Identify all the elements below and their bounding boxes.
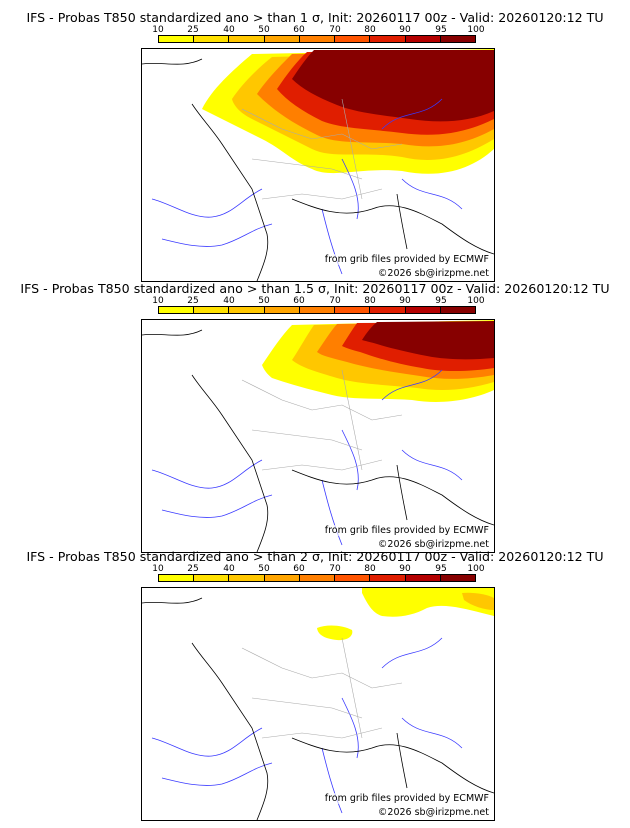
coastline <box>142 58 494 281</box>
scale-tick: 100 <box>467 564 485 574</box>
scale-tick: 95 <box>435 564 447 574</box>
swatch <box>370 575 406 581</box>
scale-tick: 70 <box>329 25 341 35</box>
map-canvas <box>142 320 494 552</box>
river <box>151 637 463 814</box>
scale-tick: 10 <box>152 296 164 306</box>
swatch <box>264 307 300 313</box>
swatch <box>335 36 371 42</box>
color-scale: 10 25 40 50 60 70 80 90 95 100 <box>152 564 485 584</box>
swatch <box>194 307 230 313</box>
scale-tick: 70 <box>329 296 341 306</box>
scale-ticks: 10 25 40 50 60 70 80 90 95 100 <box>152 296 484 306</box>
scale-tick: 70 <box>329 564 341 574</box>
scale-tick: 100 <box>467 296 485 306</box>
swatch <box>405 36 441 42</box>
river <box>151 98 463 275</box>
scale-tick: 40 <box>223 564 235 574</box>
scale-tick: 60 <box>293 25 305 35</box>
map-panel-2: IFS - Probas T850 standardized ano > tha… <box>0 281 630 553</box>
scale-tick: 80 <box>364 564 376 574</box>
prob-area <box>292 50 494 122</box>
scale-tick: 25 <box>187 296 199 306</box>
scale-tick: 40 <box>223 296 235 306</box>
swatch <box>335 575 371 581</box>
borders <box>241 637 403 739</box>
coastline <box>142 329 494 552</box>
swatch <box>370 36 406 42</box>
probability-map: from grib files provided by ECMWF ©2026 … <box>141 319 495 553</box>
swatch <box>405 307 441 313</box>
scale-tick: 60 <box>293 564 305 574</box>
scale-tick: 25 <box>187 25 199 35</box>
swatch <box>159 307 195 313</box>
scale-tick: 100 <box>467 25 485 35</box>
panel-title: IFS - Probas T850 standardized ano > tha… <box>26 549 604 564</box>
prob-area <box>317 625 353 641</box>
borders <box>241 98 403 200</box>
scale-tick: 95 <box>435 25 447 35</box>
swatch <box>194 575 230 581</box>
swatch <box>335 307 371 313</box>
swatch <box>370 307 406 313</box>
source-credit: from grib files provided by ECMWF <box>324 525 489 536</box>
swatch <box>440 575 475 581</box>
scale-tick: 25 <box>187 564 199 574</box>
map-panel-1: IFS - Probas T850 standardized ano > tha… <box>0 10 630 282</box>
scale-swatches <box>158 306 476 314</box>
swatch <box>229 307 265 313</box>
swatch <box>440 36 475 42</box>
color-scale: 10 25 40 50 60 70 80 90 95 100 <box>152 296 485 316</box>
panel-title: IFS - Probas T850 standardized ano > tha… <box>26 10 604 25</box>
borders <box>241 369 403 471</box>
map-panel-3: IFS - Probas T850 standardized ano > tha… <box>0 549 630 821</box>
scale-tick: 60 <box>293 296 305 306</box>
scale-tick: 90 <box>399 564 411 574</box>
scale-tick: 10 <box>152 564 164 574</box>
swatch <box>264 575 300 581</box>
scale-tick: 80 <box>364 25 376 35</box>
swatch <box>440 307 475 313</box>
swatch <box>299 307 336 313</box>
copyright: ©2026 sb@irizpme.net <box>377 268 489 279</box>
scale-tick: 95 <box>435 296 447 306</box>
swatch <box>194 36 230 42</box>
scale-ticks: 10 25 40 50 60 70 80 90 95 100 <box>152 25 484 35</box>
probability-map: from grib files provided by ECMWF ©2026 … <box>141 48 495 282</box>
scale-tick: 40 <box>223 25 235 35</box>
swatch <box>299 36 336 42</box>
prob-area <box>362 321 494 360</box>
swatch <box>159 36 195 42</box>
river <box>151 369 463 546</box>
map-canvas <box>142 49 494 281</box>
source-credit: from grib files provided by ECMWF <box>324 793 489 804</box>
scale-tick: 80 <box>364 296 376 306</box>
scale-ticks: 10 25 40 50 60 70 80 90 95 100 <box>152 564 484 574</box>
swatch <box>229 36 265 42</box>
map-canvas <box>142 588 494 820</box>
scale-tick: 90 <box>399 296 411 306</box>
copyright: ©2026 sb@irizpme.net <box>377 807 489 818</box>
scale-tick: 50 <box>258 564 270 574</box>
panel-title: IFS - Probas T850 standardized ano > tha… <box>20 281 610 296</box>
swatch <box>159 575 195 581</box>
swatch <box>405 575 441 581</box>
scale-tick: 10 <box>152 25 164 35</box>
probability-map: from grib files provided by ECMWF ©2026 … <box>141 587 495 821</box>
swatch <box>299 575 336 581</box>
coastline <box>142 597 494 820</box>
swatch <box>229 575 265 581</box>
scale-tick: 50 <box>258 296 270 306</box>
swatch <box>264 36 300 42</box>
prob-area <box>462 592 494 610</box>
source-credit: from grib files provided by ECMWF <box>324 254 489 265</box>
prob-area <box>362 588 494 617</box>
scale-tick: 90 <box>399 25 411 35</box>
scale-swatches <box>158 35 476 43</box>
color-scale: 10 25 40 50 60 70 80 90 95 100 <box>152 25 485 45</box>
scale-swatches <box>158 574 476 582</box>
scale-tick: 50 <box>258 25 270 35</box>
copyright: ©2026 sb@irizpme.net <box>377 539 489 550</box>
